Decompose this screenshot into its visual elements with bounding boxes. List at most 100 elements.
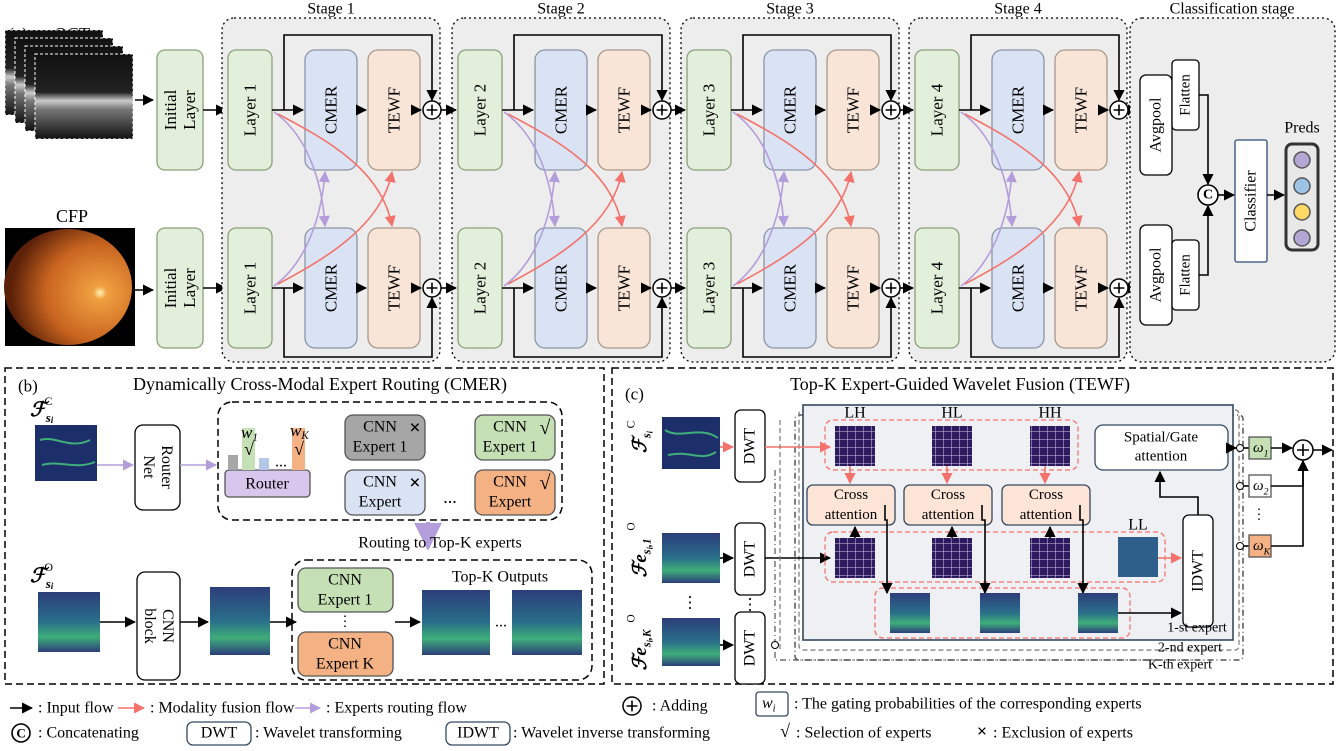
label: Layer 4	[928, 261, 947, 314]
dots-group: ⋮	[338, 615, 352, 630]
label: Layer 1	[241, 84, 260, 136]
math-main: ℱe	[630, 554, 651, 578]
concat-symbol: C	[1203, 188, 1213, 203]
label-group: Layer 2	[471, 84, 490, 136]
label: CNN	[363, 419, 397, 436]
label: CNN	[493, 474, 527, 491]
label: attention	[922, 507, 975, 523]
label: DWT	[201, 725, 238, 742]
label-group: : Modality fusion flow	[150, 700, 295, 717]
label: TEWF	[385, 265, 404, 311]
dots: ...	[443, 487, 457, 507]
math-sup: O	[44, 560, 53, 574]
feature-image	[1078, 593, 1118, 633]
label-group: ×	[977, 721, 987, 741]
label: CNN	[363, 474, 397, 491]
pred-node	[1294, 204, 1310, 220]
label: Expert	[359, 494, 402, 511]
label: Top-K Outputs	[452, 569, 548, 586]
connector	[1237, 543, 1244, 550]
expert-label: 2-nd expert	[1158, 641, 1222, 656]
label-group: : Adding	[652, 698, 708, 715]
label: Layer 1	[241, 262, 260, 314]
expert-mark: √	[540, 472, 551, 494]
feature-image	[980, 593, 1020, 633]
label-group: : Exclusion of experts	[993, 725, 1133, 742]
subband-image	[1118, 537, 1158, 577]
label-group: TEWF	[1072, 87, 1091, 133]
label-group: Layer 3	[700, 262, 719, 314]
panel-title: Top-K Expert-Guided Wavelet Fusion (TEWF…	[790, 374, 1130, 395]
label-group: Layer 4	[928, 83, 947, 136]
label-group: Cross	[1029, 487, 1063, 503]
label: Net	[140, 455, 157, 479]
check-mark: √	[294, 439, 304, 459]
label: CMER	[1009, 263, 1028, 312]
label: Classifier	[1243, 170, 1260, 232]
subband-label-group: LL	[1128, 517, 1148, 534]
feature-image	[422, 590, 490, 655]
input-label-group: CFP	[56, 206, 88, 226]
math-text: ℱesi,1	[630, 538, 655, 577]
dots-group: ⋮	[742, 597, 758, 614]
label: Layer 3	[700, 84, 719, 136]
expert-mark-group: ×	[409, 472, 420, 494]
label: IDWT	[1190, 550, 1207, 592]
subband-image	[932, 426, 972, 466]
router-bar	[259, 458, 269, 470]
label: TEWF	[1072, 87, 1091, 133]
label-group: CNN	[328, 636, 362, 653]
stage-title: Stage 3	[766, 1, 814, 18]
label-group: TEWF	[1072, 265, 1091, 311]
panel-label-group: (b)	[18, 377, 38, 396]
label-group: DWT	[742, 541, 759, 578]
subband-image	[835, 426, 875, 466]
check-mark-group: √	[244, 439, 254, 459]
label-group: CMER	[322, 85, 341, 134]
label: : Modality fusion flow	[150, 700, 295, 717]
panel-title-group: Top-K Expert-Guided Wavelet Fusion (TEWF…	[790, 374, 1130, 395]
label: CMER	[552, 263, 571, 312]
label: : Adding	[652, 698, 708, 715]
math-sub3: ,K	[642, 628, 654, 641]
arrow	[1271, 461, 1303, 546]
stage-title-group: Stage 4	[994, 1, 1042, 18]
feature-image	[512, 590, 582, 655]
connector	[1237, 445, 1244, 452]
label: : Selection of experts	[796, 725, 932, 742]
math-sub2: i	[51, 581, 54, 591]
math-sub: K	[1263, 546, 1271, 557]
label-group: CMER	[322, 263, 341, 312]
label: CMER	[781, 85, 800, 134]
label-group: : The gating probabilities of the corres…	[794, 696, 1142, 713]
label-group: TEWF	[844, 87, 863, 133]
subband-label-group: HL	[941, 405, 962, 422]
math-main: ω	[1253, 538, 1264, 554]
math-label: ℱesi,KO	[625, 614, 654, 670]
label: : Input flow	[38, 700, 114, 717]
label: Initial	[161, 267, 180, 308]
label: : Wavelet transforming	[255, 725, 402, 742]
expert-mark-group: ×	[409, 417, 420, 439]
label-group: Expert 1	[318, 592, 373, 609]
feature-image	[210, 587, 270, 655]
label-group: CMER	[781, 263, 800, 312]
check-mark: √	[244, 439, 254, 459]
feature-image	[662, 618, 720, 666]
label: Flatten	[1178, 254, 1194, 296]
stage-title: Stage 2	[537, 1, 585, 18]
label-group: : Experts routing flow	[326, 700, 467, 717]
label-group: CNN	[363, 419, 397, 436]
dots-group: ...	[443, 487, 457, 507]
label-group: TEWF	[615, 87, 634, 133]
pred-node	[1294, 152, 1310, 168]
label-group: Expert 1	[353, 439, 408, 456]
label-group: Expert K	[316, 656, 375, 673]
math-main: ω	[1253, 440, 1264, 456]
label: ×	[977, 721, 987, 741]
panel-label: (c)	[625, 385, 644, 404]
math-label: ℱesi,1O	[625, 522, 654, 577]
label-group: √	[780, 721, 790, 741]
label-group: Layer	[180, 90, 199, 130]
label: TEWF	[615, 265, 634, 311]
